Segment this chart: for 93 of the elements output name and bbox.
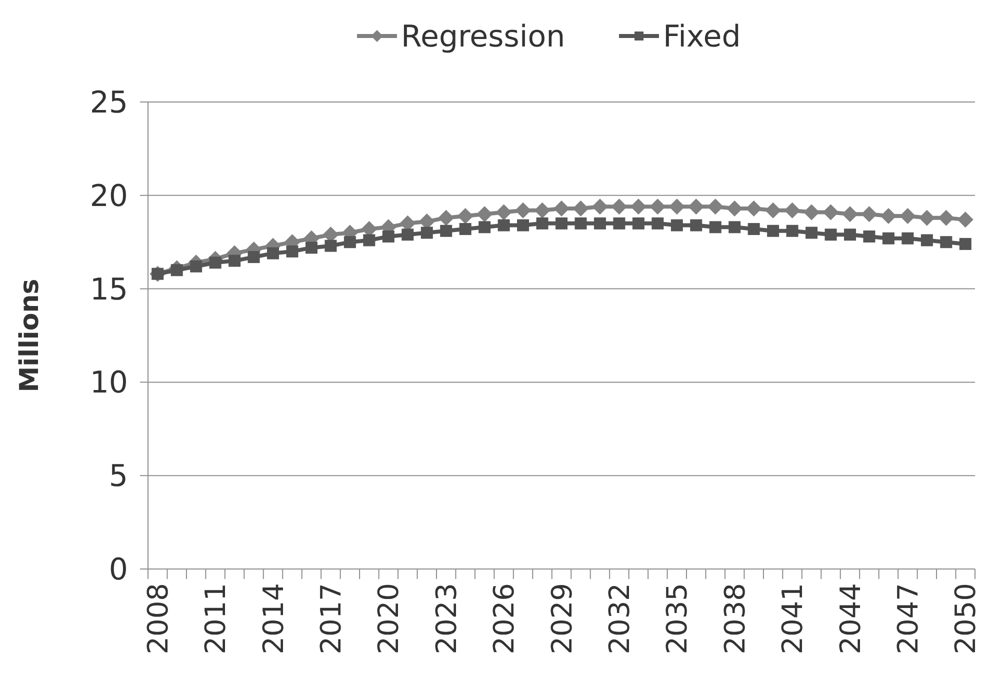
point <box>420 226 433 239</box>
point <box>786 224 798 237</box>
point <box>515 202 532 218</box>
y-tick-label: 25 <box>90 86 128 120</box>
x-tick-label: 2020 <box>372 583 406 654</box>
point <box>938 210 954 226</box>
point <box>305 242 318 254</box>
point <box>613 217 626 230</box>
point <box>478 221 491 234</box>
point <box>556 217 568 230</box>
point <box>709 221 722 234</box>
point <box>767 224 780 237</box>
point <box>402 228 414 241</box>
point <box>882 232 894 244</box>
y-tick-label: 0 <box>108 552 128 588</box>
point <box>498 219 510 232</box>
point <box>440 224 452 237</box>
point <box>574 217 587 230</box>
point <box>248 251 260 264</box>
point <box>784 202 800 218</box>
point <box>746 200 762 216</box>
point <box>920 234 933 246</box>
y-tick-label: 5 <box>108 459 128 494</box>
point <box>536 217 548 230</box>
point <box>900 208 916 224</box>
x-tick-label: 2023 <box>430 583 463 654</box>
point <box>670 219 683 232</box>
y-tick-label: 15 <box>90 272 128 308</box>
x-tick-label: 2017 <box>314 583 348 654</box>
legend-label: Regression <box>401 20 566 54</box>
x-tick-label: 2032 <box>603 583 636 654</box>
point <box>668 198 685 215</box>
point <box>592 198 608 215</box>
point <box>324 240 337 252</box>
point <box>554 200 570 216</box>
point <box>652 217 664 230</box>
point <box>572 200 589 216</box>
x-tick-label: 2011 <box>199 583 232 654</box>
point <box>517 219 530 232</box>
point <box>842 206 858 222</box>
point <box>344 236 356 248</box>
point <box>957 212 974 228</box>
point <box>630 198 646 215</box>
point <box>880 208 896 224</box>
point <box>476 206 493 222</box>
point <box>707 198 724 215</box>
point <box>940 236 952 248</box>
point <box>844 228 856 241</box>
x-tick-label: 2050 <box>949 583 982 654</box>
x-tick-label: 2014 <box>256 583 290 654</box>
point <box>438 210 454 226</box>
x-tick-label: 2035 <box>660 583 694 654</box>
point <box>690 219 702 232</box>
point <box>688 198 704 215</box>
point <box>632 217 644 230</box>
x-tick-label: 2038 <box>718 583 752 654</box>
x-tick-label: 2041 <box>776 583 810 654</box>
y-tick-label: 10 <box>90 366 128 401</box>
x-tick-label: 2008 <box>141 583 174 654</box>
point <box>863 230 876 242</box>
point <box>534 202 550 218</box>
point <box>806 226 818 239</box>
point <box>804 204 820 220</box>
point <box>286 245 298 258</box>
point <box>611 198 628 215</box>
point <box>918 210 935 226</box>
point <box>594 217 606 230</box>
point <box>382 230 394 242</box>
point <box>650 198 666 215</box>
legend-label: Fixed <box>663 20 741 54</box>
x-tick-label: 2047 <box>891 583 924 654</box>
point <box>824 228 837 241</box>
point <box>861 206 878 222</box>
point <box>748 223 760 236</box>
x-tick-label: 2026 <box>488 583 521 654</box>
y-tick-label: 20 <box>90 178 128 214</box>
point <box>363 234 376 246</box>
point <box>902 232 914 244</box>
point <box>765 202 782 218</box>
point <box>170 264 183 276</box>
point <box>728 221 741 234</box>
point <box>190 260 202 272</box>
point <box>822 204 839 220</box>
point <box>459 223 472 236</box>
point <box>457 208 474 224</box>
x-tick-label: 2029 <box>545 583 578 654</box>
point <box>267 247 280 260</box>
point <box>228 254 241 267</box>
x-tick-label: 2044 <box>834 583 867 654</box>
point <box>209 256 222 269</box>
point <box>496 204 512 220</box>
y-axis-title: Millions <box>15 278 45 392</box>
point <box>959 238 972 250</box>
